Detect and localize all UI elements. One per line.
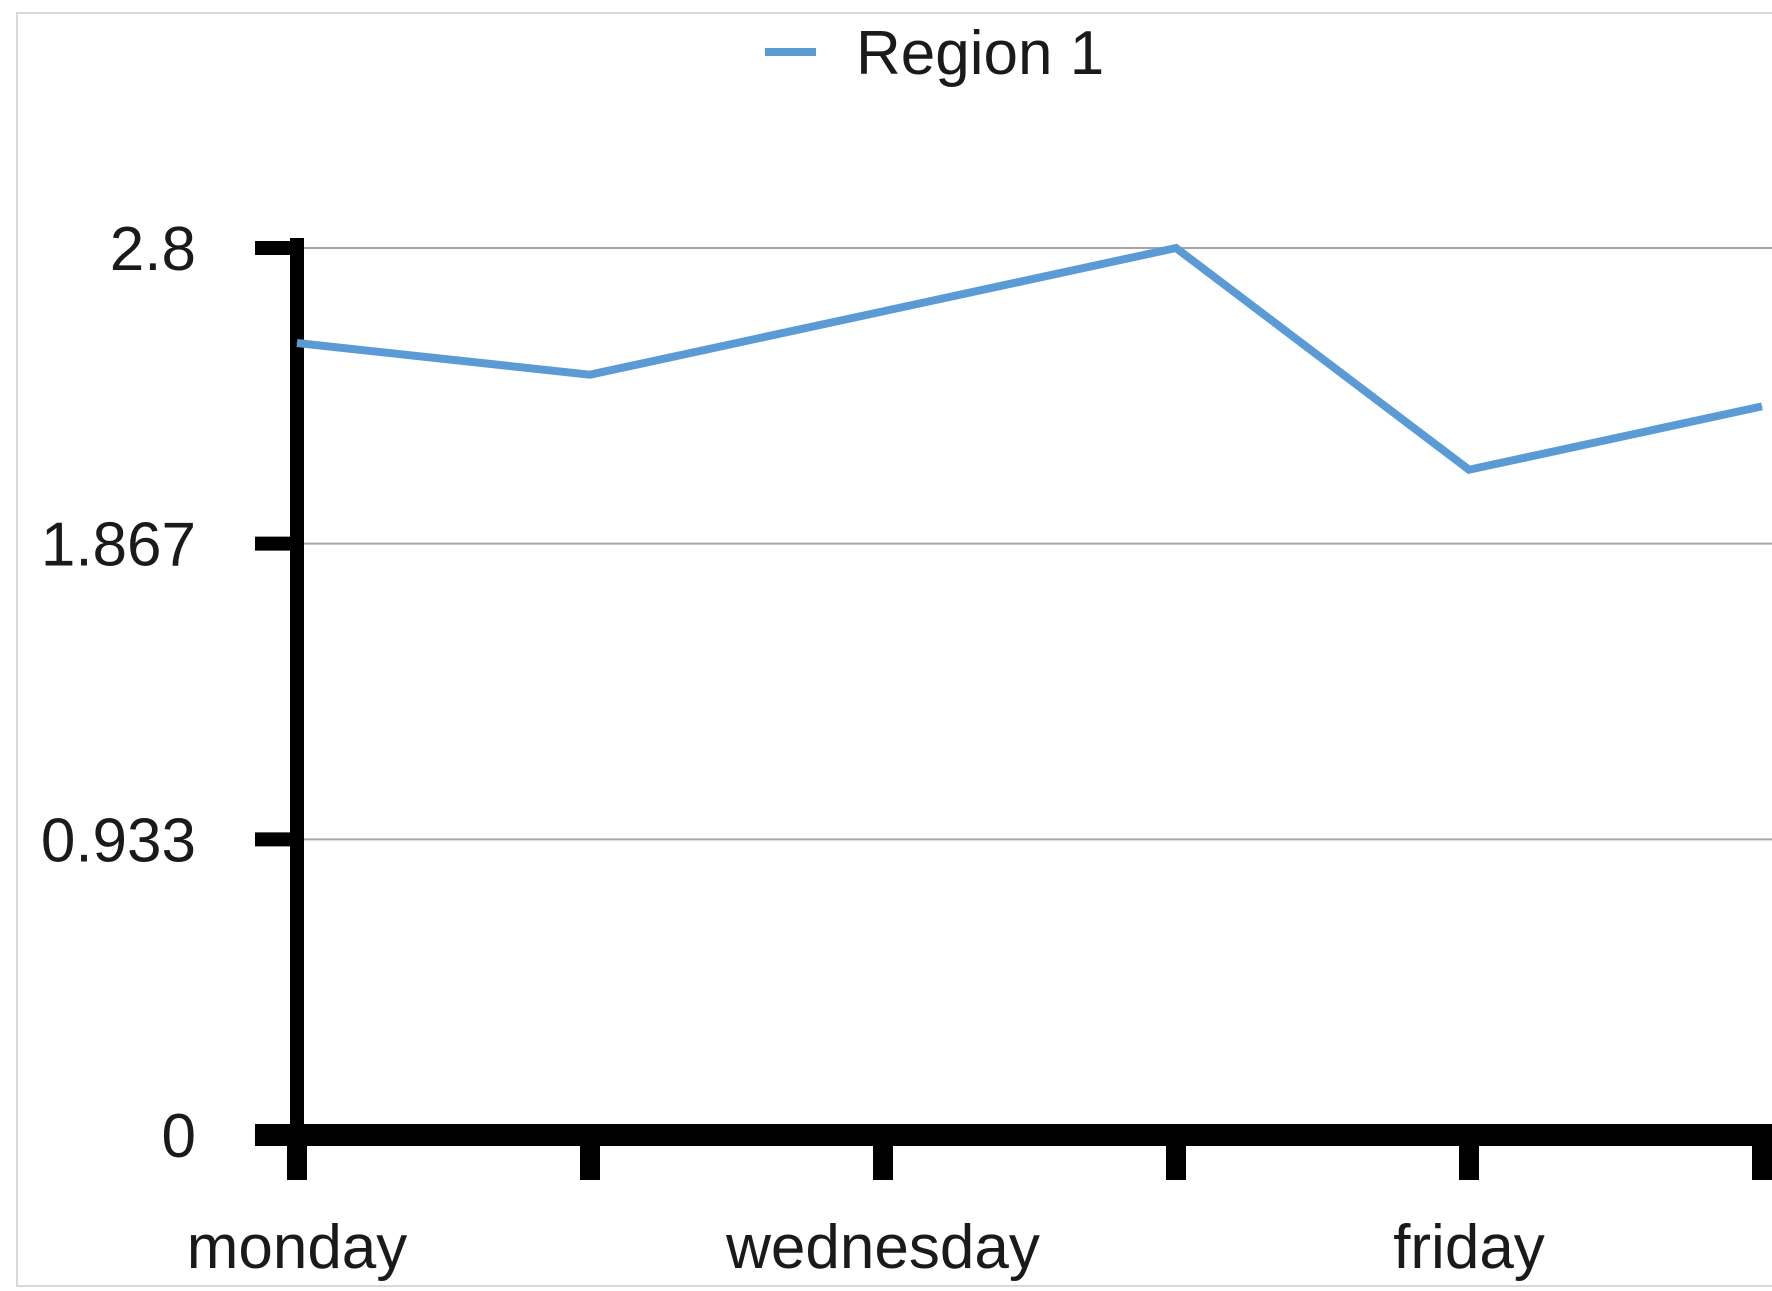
y-tick-label: 0.933 (41, 806, 196, 875)
y-tick-label: 0 (162, 1102, 196, 1171)
chart-frame (16, 12, 1772, 1287)
legend: Region 1 (765, 19, 1104, 88)
axes (255, 238, 1772, 1180)
data-point (296, 342, 298, 344)
x-tick-label: friday (1393, 1213, 1545, 1282)
data-point (1761, 405, 1763, 407)
series-lines (296, 243, 1763, 475)
y-tick-label: 1.867 (41, 511, 196, 580)
series-line (296, 243, 1763, 475)
y-tick-label: 2.8 (110, 215, 196, 284)
grid-lines (297, 247, 1772, 841)
data-point (1175, 247, 1177, 249)
data-point (589, 374, 591, 376)
x-tick-label: monday (187, 1213, 408, 1282)
tick-labels: 0 0.933 1.867 2.8 monday wednesday friday (41, 215, 1545, 1282)
x-tick-label: wednesday (725, 1213, 1040, 1282)
data-point (882, 310, 884, 312)
legend-label: Region 1 (856, 19, 1104, 88)
data-point (1468, 469, 1470, 471)
